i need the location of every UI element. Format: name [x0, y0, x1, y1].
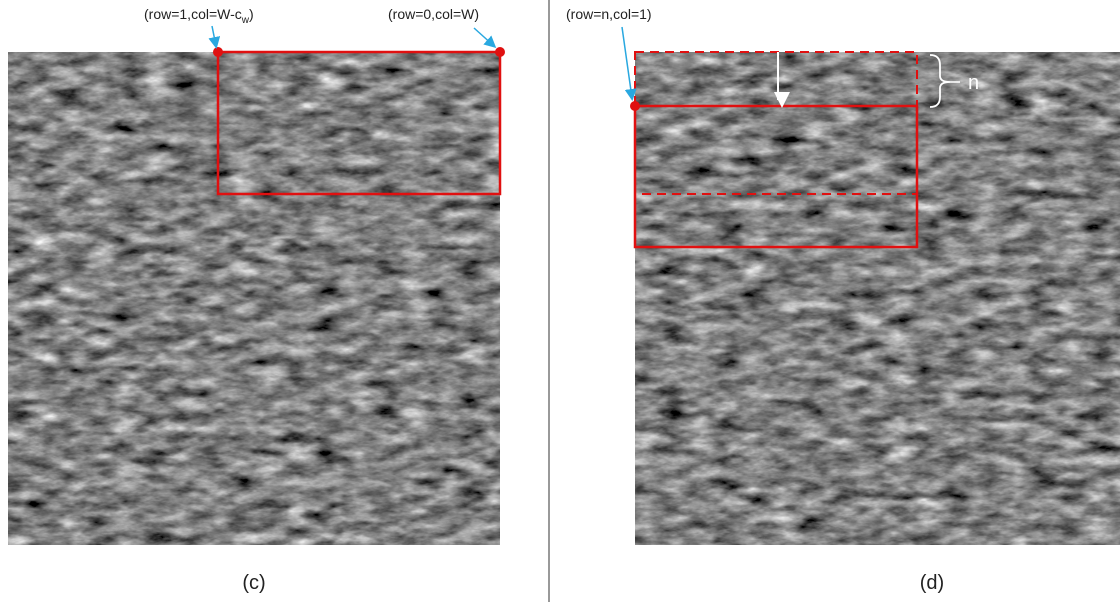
ultrasound-image: [635, 52, 1120, 545]
ultrasound-image: [8, 52, 500, 545]
caption: (c): [242, 572, 265, 594]
corner-dot: [630, 101, 640, 111]
coord-label: (row=n,col=1): [566, 6, 652, 22]
brace-label: n: [968, 72, 979, 94]
corner-dot: [495, 47, 505, 57]
pointer-arrow: [474, 28, 494, 46]
caption: (d): [920, 572, 944, 594]
corner-dot: [213, 47, 223, 57]
pointer-arrow: [212, 26, 216, 46]
pointer-arrow: [622, 27, 632, 98]
coord-label: (row=0,col=W): [388, 6, 479, 22]
coord-label: (row=1,col=W-cw): [144, 6, 254, 26]
figure: (row=1,col=W-cw) (row=0,col=W) (c) n (ro…: [0, 0, 1120, 602]
